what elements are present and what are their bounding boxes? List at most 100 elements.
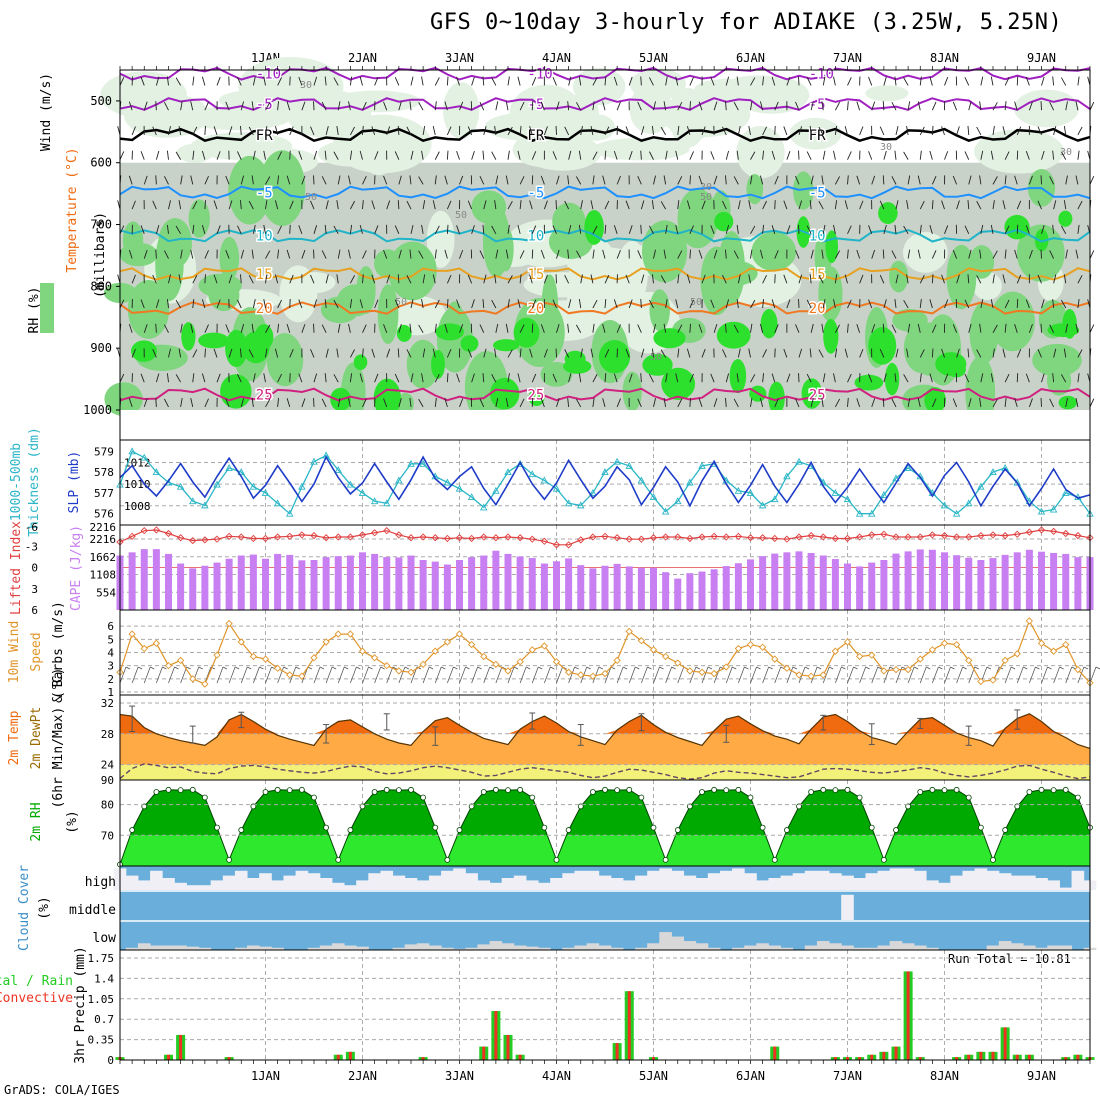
- thickness-point: [467, 493, 476, 501]
- wind-barb: [495, 323, 499, 333]
- cape-bar: [152, 549, 160, 610]
- wind-barb: [192, 126, 198, 136]
- wind-barb: [968, 323, 972, 333]
- wind-barb: [774, 324, 779, 333]
- temp-line: [119, 713, 1091, 749]
- wind-barb: [505, 397, 509, 407]
- rh-bright-patch: [198, 332, 230, 349]
- high-cloud-bar: [392, 875, 406, 890]
- wind-barb: [119, 666, 127, 684]
- wind-barb: [192, 299, 195, 309]
- thickness-point: [395, 476, 403, 484]
- wind-speed-point: [516, 658, 524, 666]
- wind-speed-point: [1013, 650, 1021, 658]
- wind-barb: [228, 274, 233, 284]
- wind-barb: [1004, 175, 1007, 185]
- wind-barb: [298, 225, 303, 234]
- wind-barb: [847, 299, 852, 309]
- wind-barb: [313, 76, 318, 86]
- wind-barb: [422, 274, 426, 284]
- wind-speed-point: [286, 671, 294, 679]
- wind-barb: [640, 200, 645, 210]
- wind-barb: [990, 76, 994, 86]
- run-total-value: 10.81: [1034, 952, 1071, 966]
- wind-barb: [1016, 126, 1022, 136]
- wind-barb: [192, 150, 195, 160]
- thickness-point: [552, 484, 561, 492]
- rh2m-point: [626, 786, 633, 793]
- wind-barb: [507, 150, 510, 160]
- wind-barb: [580, 274, 583, 284]
- wind-barb-flag: [125, 666, 131, 670]
- low-cloud-bar: [198, 947, 212, 950]
- y-axis-label: 3hr Precip (mm): [73, 946, 88, 1063]
- wind-barb: [386, 126, 391, 136]
- thickness-point: [601, 468, 609, 476]
- wind-barb: [750, 225, 756, 235]
- wind-barb: [1025, 373, 1030, 383]
- wind-barb: [409, 101, 412, 111]
- li-point: [201, 536, 209, 544]
- wind-barb: [722, 200, 727, 210]
- li-point: [904, 533, 912, 541]
- wind-barb: [277, 666, 284, 684]
- low-cloud-bar: [259, 946, 272, 950]
- wind-barb: [1037, 348, 1042, 358]
- wind-barb: [952, 324, 958, 333]
- low-cloud-bar: [865, 947, 879, 950]
- wind-barb: [459, 249, 464, 259]
- cape-bar: [759, 556, 767, 610]
- wind-barb: [386, 200, 391, 210]
- wind-barb: [750, 249, 753, 259]
- rh2m-point: [783, 827, 790, 833]
- high-cloud-bar: [950, 875, 963, 890]
- wind-barb: [265, 176, 271, 185]
- wind-barb: [980, 299, 984, 309]
- low-cloud-bar: [1047, 945, 1060, 950]
- wind-barb: [748, 348, 751, 358]
- wind-barb: [313, 666, 321, 684]
- wind-barb: [240, 175, 245, 185]
- high-cloud-bar: [538, 882, 551, 890]
- wind-barb: [568, 373, 572, 383]
- wind-barb: [324, 76, 327, 86]
- low-cloud-bar: [647, 943, 660, 950]
- wind-barb-flag: [368, 666, 373, 670]
- isotherm-label: FR: [809, 128, 826, 144]
- wind-barb: [192, 349, 198, 358]
- thickness-point: [770, 495, 779, 503]
- wind-barb: [155, 76, 160, 86]
- wind-barb: [410, 299, 414, 309]
- wind-barb: [663, 249, 667, 259]
- wind-barb: [406, 126, 412, 136]
- li-point: [492, 534, 500, 542]
- wind-barb: [847, 175, 849, 185]
- li-point: [880, 530, 888, 538]
- rh2m-point: [238, 827, 245, 833]
- y-tick-label: 900: [90, 341, 112, 355]
- li-point: [383, 527, 391, 535]
- wind-barb: [505, 323, 509, 333]
- wind-barb: [868, 373, 873, 383]
- wind-barb: [762, 274, 767, 284]
- cape-bar: [965, 557, 973, 610]
- rh-bright-patch: [1058, 210, 1073, 227]
- wind-barb: [237, 151, 242, 160]
- wind-barb: [166, 76, 169, 86]
- wind-barb: [421, 150, 424, 160]
- wind-barb-flag: [1071, 666, 1076, 670]
- wind-barb: [649, 77, 654, 86]
- wind-barb: [568, 224, 572, 234]
- thickness-point: [1037, 507, 1046, 515]
- wind-barb: [592, 175, 595, 185]
- wind-barb: [301, 398, 306, 408]
- wind-barb: [1025, 299, 1030, 309]
- wind-barb: [540, 175, 545, 185]
- wind-barb: [143, 398, 148, 408]
- high-cloud-bar: [1071, 870, 1085, 890]
- high-cloud-bar: [816, 870, 830, 890]
- wind-barb: [760, 249, 764, 259]
- wind-barb: [567, 397, 570, 407]
- wind-barb: [1014, 323, 1018, 333]
- wind-speed-point: [189, 675, 197, 683]
